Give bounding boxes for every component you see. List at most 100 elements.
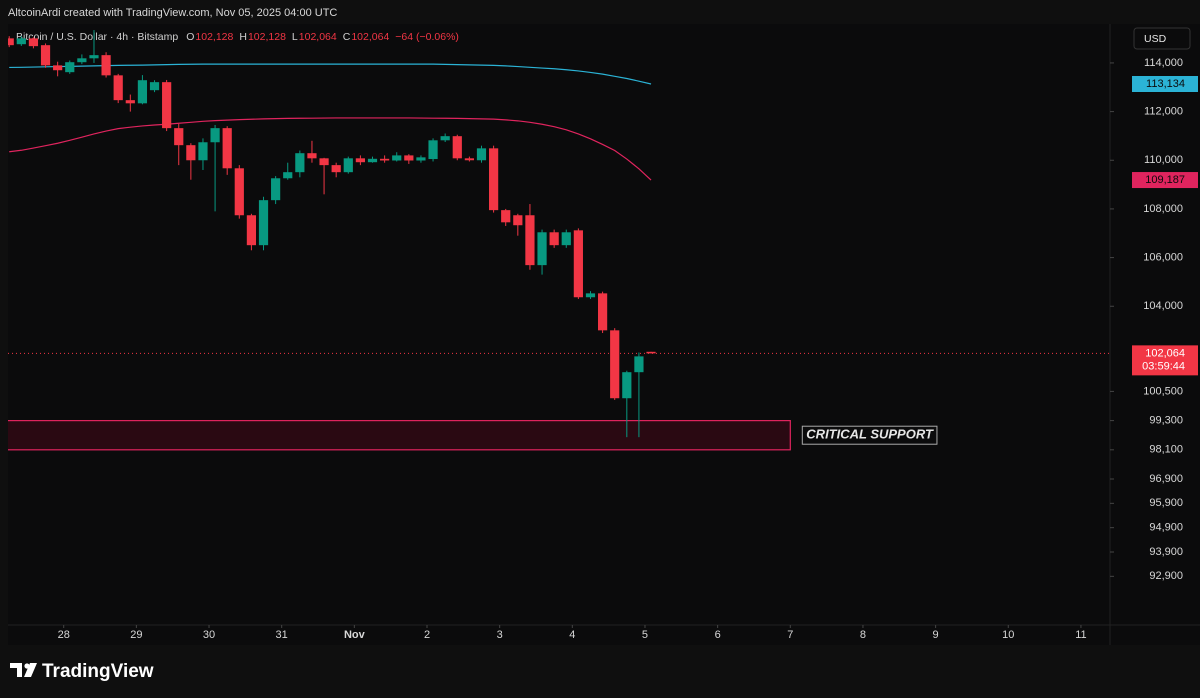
x-tick-label: 30 [203, 629, 215, 641]
candle-body [489, 148, 499, 211]
x-tick-label: 8 [860, 629, 866, 641]
candle-body [622, 372, 632, 399]
ma-badge [1132, 76, 1198, 93]
candle-body [367, 158, 378, 163]
y-tick-label: 100,500 [1143, 385, 1183, 397]
plot-area [8, 30, 1110, 451]
candle-body [610, 330, 620, 399]
candle-body [343, 158, 353, 173]
candle-body [355, 158, 365, 163]
candle-body [428, 140, 438, 160]
candle-body [186, 145, 196, 161]
legend: Bitcoin / U.S. Dollar · 4h · Bitstamp O 1… [16, 31, 459, 43]
candle-body [537, 232, 547, 266]
legend-key: L [292, 31, 298, 43]
x-tick-label: 3 [497, 629, 503, 641]
y-tick-label: 110,000 [1144, 154, 1183, 166]
currency-button[interactable] [1133, 27, 1191, 50]
candle-body [210, 128, 220, 143]
candle-body [77, 58, 87, 63]
legend-value: 102,064 [299, 31, 337, 43]
legend-value: 102,064 [351, 31, 389, 43]
chart-panel [8, 24, 1200, 645]
x-tick-label: 28 [58, 629, 70, 641]
candle-body [258, 200, 269, 246]
zone-label: CRITICAL SUPPORT [806, 427, 934, 442]
candle-body [101, 55, 111, 76]
y-tick-label: 95,900 [1149, 497, 1183, 509]
y-tick-label: 106,000 [1143, 251, 1183, 263]
legend-value: 102,128 [248, 31, 286, 43]
x-tick-label: 11 [1075, 629, 1086, 641]
last-price-badge [1132, 345, 1198, 376]
x-tick-label: Nov [344, 629, 366, 641]
zone-label-box [801, 425, 938, 445]
candle-body [198, 142, 208, 161]
brand: TradingView [42, 661, 154, 682]
candle-body [513, 215, 523, 226]
y-tick-label: 114,000 [1144, 57, 1183, 69]
x-tick-label: 7 [787, 629, 793, 641]
candle-body [646, 351, 656, 354]
candle-body [549, 232, 559, 246]
y-tick-label: 108,000 [1143, 203, 1183, 215]
support-zone [8, 420, 791, 451]
candle-body [137, 80, 148, 104]
y-tick-label: 94,900 [1149, 522, 1183, 534]
x-tick-label: 29 [130, 629, 142, 641]
y-tick-label: 104,000 [1143, 300, 1183, 312]
candle-body [8, 38, 14, 46]
y-tick-label: 99,300 [1149, 415, 1183, 427]
candle-body [125, 100, 135, 104]
candle-body [501, 210, 511, 223]
candle-body [271, 178, 281, 201]
x-tick-label: 4 [569, 629, 575, 641]
candle-body [561, 232, 571, 246]
candle-body [404, 155, 414, 161]
candle-body [16, 38, 26, 45]
candle-body [222, 128, 232, 169]
ma-badge-label: 109,187 [1145, 174, 1185, 186]
candle-body [149, 82, 160, 91]
candle-body [525, 215, 535, 266]
candle-body [392, 155, 402, 161]
x-tick-label: 10 [1002, 629, 1014, 641]
countdown: 03:59:44 [1142, 360, 1185, 372]
candle-body [246, 215, 257, 246]
y-tick-label: 92,900 [1149, 570, 1183, 582]
candle-body [65, 62, 75, 73]
logo-icon [10, 663, 37, 677]
candle-body [40, 45, 51, 66]
x-tick-label: 6 [715, 629, 721, 641]
candle-body [307, 153, 317, 159]
candle-body [28, 38, 39, 47]
y-tick-label: 98,100 [1149, 444, 1183, 456]
candle-body [464, 158, 474, 161]
x-tick-label: 2 [424, 629, 430, 641]
x-tick-label: 5 [642, 629, 648, 641]
candle-body [597, 293, 608, 331]
candle-body [634, 356, 644, 373]
candle-body [440, 136, 450, 141]
legend-key: C [343, 31, 351, 43]
y-tick-label: 93,900 [1149, 546, 1183, 558]
currency[interactable]: USD [1144, 33, 1167, 45]
legend-key: O [186, 31, 194, 43]
candle-body [573, 230, 583, 298]
x-tick-label: 9 [933, 629, 939, 641]
legend-change: −64 (−0.06%) [395, 31, 459, 43]
candle-body [380, 158, 390, 161]
axes: 114,000 112,000 110,000 108,000 106,000 104,0… [58, 57, 1198, 641]
moving-average [9, 63, 652, 85]
legend-key: H [239, 31, 247, 43]
moving-average [9, 117, 652, 181]
last-price-label: 102,064 [1145, 347, 1185, 359]
candle-body [283, 172, 293, 179]
candle-body [113, 75, 123, 101]
candle-body [89, 55, 99, 59]
candle-body [452, 136, 462, 159]
x-tick-label: 31 [276, 629, 288, 641]
y-tick-label: 96,900 [1149, 473, 1183, 485]
symbol-title: Bitcoin / U.S. Dollar · 4h · Bitstamp [16, 31, 178, 43]
